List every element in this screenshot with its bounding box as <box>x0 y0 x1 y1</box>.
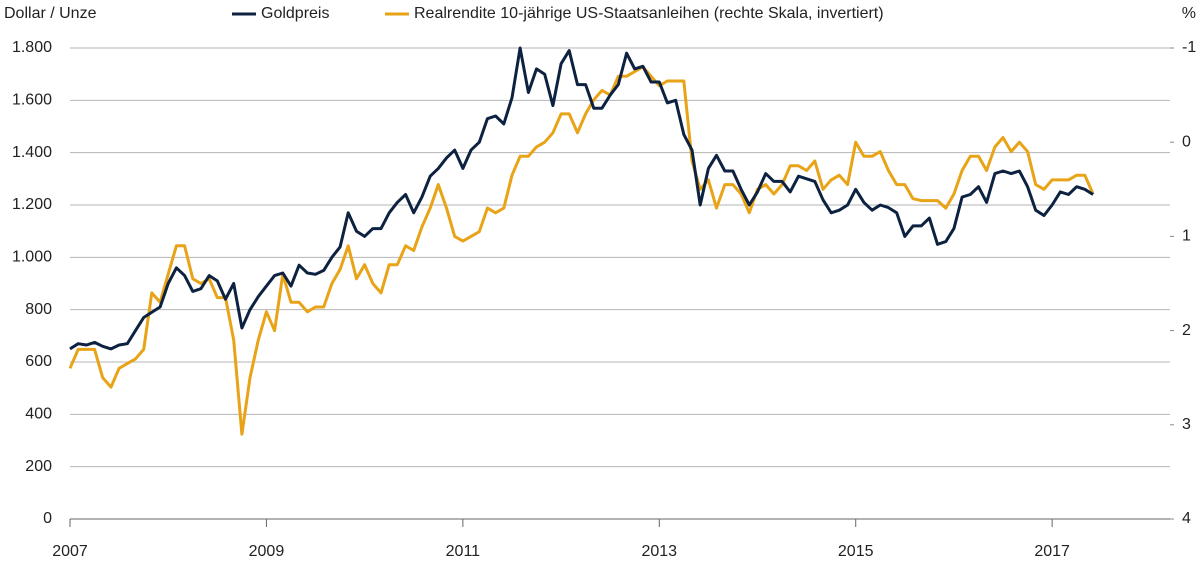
legend-label: Realrendite 10-jährige US-Staatsanleihen… <box>414 5 884 22</box>
data-line <box>68 65 1095 436</box>
y-tick-label: 400 <box>25 406 52 423</box>
y-tick-label: 0 <box>43 510 52 527</box>
data-line <box>69 46 1094 351</box>
x-tick-label: 2009 <box>249 543 285 560</box>
y-tick-label: 1.600 <box>12 92 52 109</box>
y2-tick-label: -1 <box>1182 39 1196 56</box>
y-tick-label: 200 <box>25 458 52 475</box>
x-tick-label: 2007 <box>52 543 88 560</box>
y-tick-label: 600 <box>25 353 52 370</box>
x-tick-label: 2011 <box>446 543 481 560</box>
y-tick-label: 800 <box>25 301 52 318</box>
y2-axis-label: % <box>1182 5 1196 22</box>
legend-label: Goldpreis <box>261 5 329 22</box>
y-tick-label: 1.200 <box>12 196 52 213</box>
y-axis-label: Dollar / Unze <box>4 5 97 22</box>
y-tick-label: 1.400 <box>12 144 52 161</box>
x-tick-label: 2015 <box>838 543 874 560</box>
y2-tick-label: 0 <box>1182 133 1191 150</box>
x-tick-label: 2013 <box>641 543 677 560</box>
y2-tick-label: 4 <box>1182 510 1191 527</box>
y-tick-label: 1.800 <box>12 39 52 56</box>
y2-tick-label: 1 <box>1182 228 1191 245</box>
y2-tick-label: 2 <box>1182 322 1191 339</box>
x-tick-label: 2017 <box>1034 543 1070 560</box>
y-tick-label: 1.000 <box>12 249 52 266</box>
y2-tick-label: 3 <box>1182 416 1191 433</box>
